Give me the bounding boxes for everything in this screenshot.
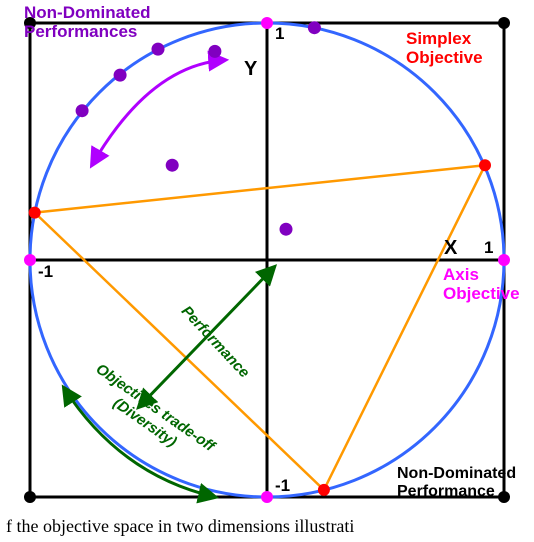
nondom-point: [76, 104, 89, 117]
axis-obj-label: Axis Objective: [443, 266, 520, 303]
nondom-point: [152, 43, 165, 56]
tick-1-x: 1: [484, 239, 493, 258]
performance-text: Performance: [178, 303, 253, 382]
label-line: Objective: [406, 48, 483, 67]
label-line: Axis: [443, 265, 479, 284]
axis-obj-point: [261, 491, 273, 503]
corner-point: [498, 17, 510, 29]
axis-obj-point: [24, 254, 36, 266]
nondom-perf-label-top: Non-Dominated Performances: [24, 4, 151, 41]
label-line: Simplex: [406, 29, 471, 48]
nondom-point: [280, 223, 293, 236]
corner-point: [24, 491, 36, 503]
caption-fragment: f the objective space in two dimensions …: [6, 516, 354, 537]
simplex-label: Simplex Objective: [406, 30, 483, 67]
label-line: Non-Dominated: [397, 465, 516, 482]
label-line: Performance: [397, 483, 495, 500]
nondom-point: [208, 45, 221, 58]
nondom-point: [114, 69, 127, 82]
axis-obj-point: [498, 254, 510, 266]
nondom-perf-label-bot: Non-Dominated Performance: [397, 465, 516, 500]
simplex-point: [29, 207, 41, 219]
simplex-point: [479, 159, 491, 171]
simplex-point: [318, 484, 330, 496]
nondom-arc-arrow: [92, 60, 225, 165]
tick-neg1-y: -1: [275, 477, 290, 496]
label-line: Objective: [443, 284, 520, 303]
label-line: Non-Dominated: [24, 3, 151, 22]
nondom-point: [166, 159, 179, 172]
x-axis-label: X: [444, 237, 457, 259]
y-axis-label: Y: [244, 58, 257, 80]
tick-1-y: 1: [275, 25, 284, 44]
figure: Performance Objectives trade-off (Divers…: [0, 0, 534, 508]
diversity-text: Objectives trade-off (Diversity): [82, 360, 219, 470]
tick-neg1-x: -1: [38, 263, 53, 282]
label-line: Performances: [24, 22, 137, 41]
nondom-point: [308, 21, 321, 34]
axis-obj-point: [261, 17, 273, 29]
